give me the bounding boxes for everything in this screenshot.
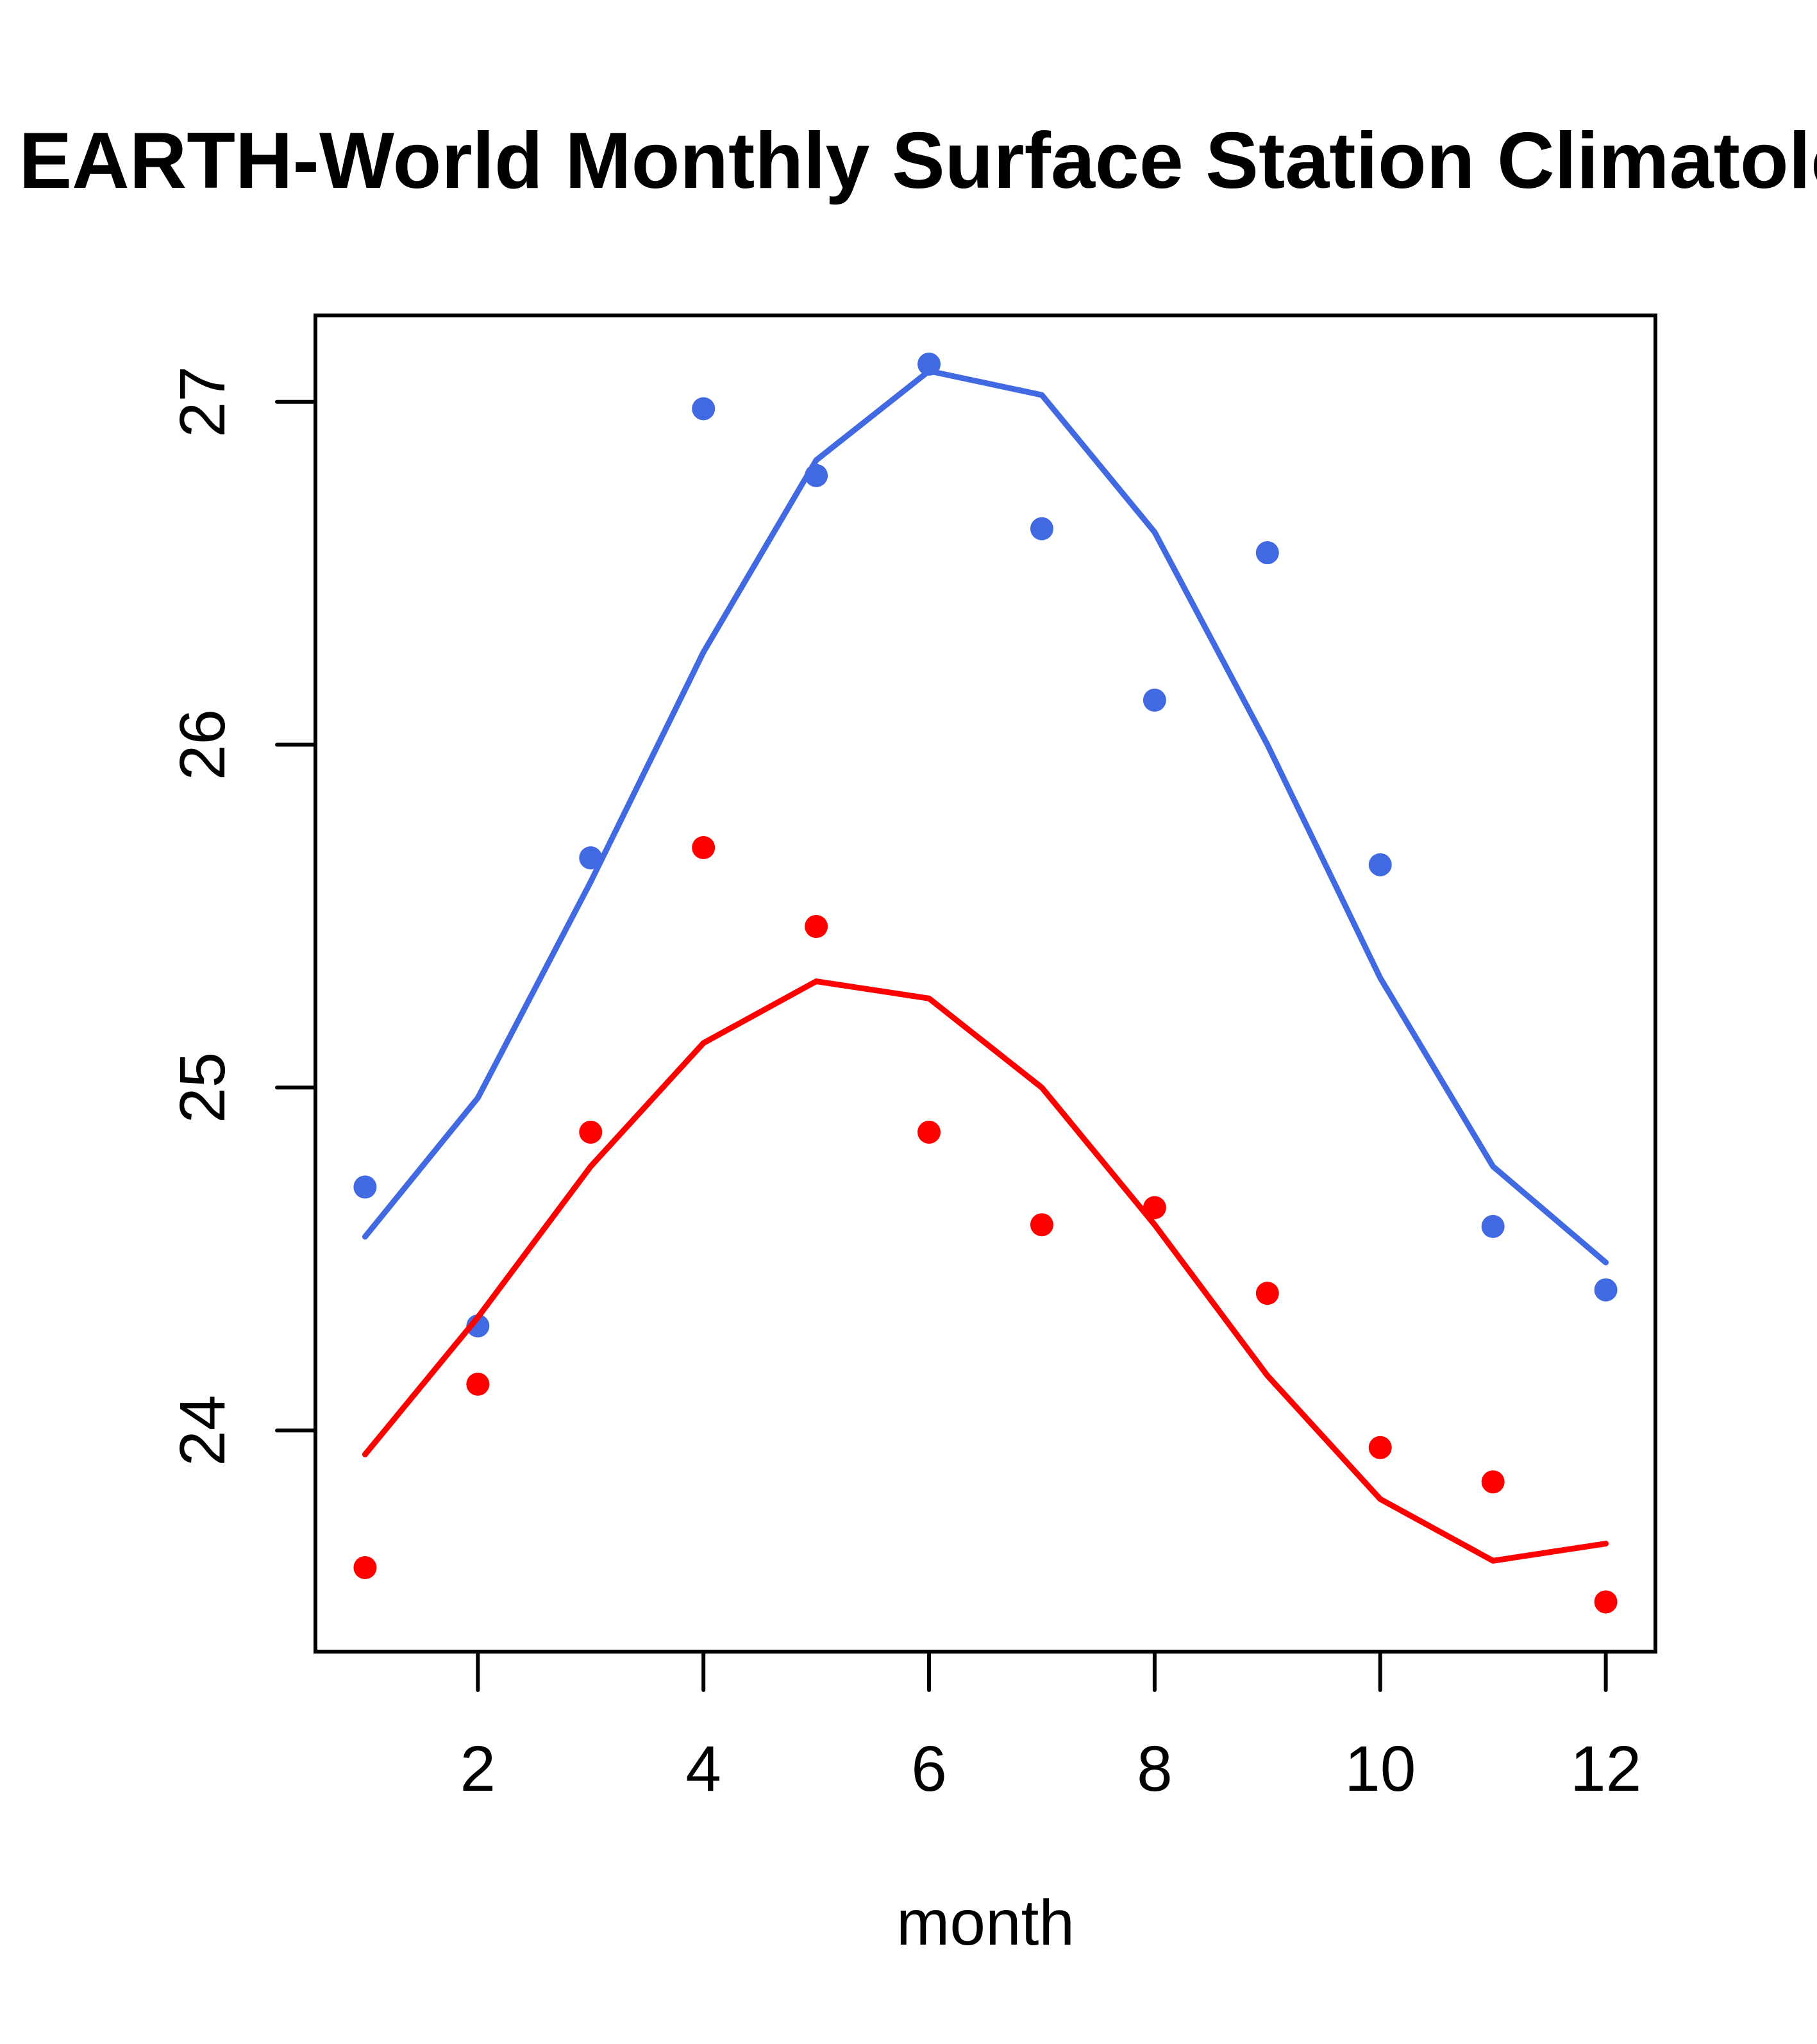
data-point-blue-points-month-10 (1368, 853, 1392, 876)
x-tick-label-6: 6 (911, 1733, 947, 1805)
data-point-blue-points-month-9 (1255, 541, 1279, 565)
data-point-blue-points-month-7 (1030, 517, 1053, 540)
data-point-red-points-month-5 (805, 914, 828, 938)
data-point-blue-points-month-4 (692, 397, 716, 421)
data-point-red-points-month-11 (1481, 1470, 1505, 1494)
x-tick-label-10: 10 (1344, 1733, 1416, 1805)
x-tick-label-2: 2 (460, 1733, 496, 1805)
data-point-red-points-month-1 (353, 1555, 377, 1579)
data-point-blue-points-month-1 (353, 1175, 377, 1199)
data-point-blue-points-month-12 (1594, 1278, 1618, 1302)
data-point-red-points-month-7 (1030, 1213, 1053, 1237)
x-tick-label-12: 12 (1570, 1733, 1641, 1805)
plot-frame (314, 314, 1657, 1654)
data-point-red-points-month-2 (466, 1372, 490, 1396)
data-point-red-points-month-3 (579, 1120, 603, 1144)
data-point-red-points-month-10 (1368, 1436, 1392, 1459)
x-axis: 2 4 6 8 10 12 (460, 1650, 1641, 1805)
y-tick-label-26: 26 (167, 709, 239, 780)
plot-area (353, 352, 1618, 1614)
series-line-blue-line (362, 368, 1609, 1266)
y-axis: 24 25 26 27 (167, 366, 317, 1466)
data-point-red-points-month-9 (1255, 1282, 1279, 1305)
series-line-red-line (362, 978, 1609, 1564)
y-tick-label-25: 25 (167, 1052, 239, 1123)
data-point-blue-points-month-8 (1143, 689, 1166, 712)
chart-title: EARTH-World Monthly Surface Station Clim… (19, 117, 1817, 205)
x-tick-label-8: 8 (1137, 1733, 1173, 1805)
x-axis-label: month (896, 1887, 1075, 1959)
y-tick-label-27: 27 (167, 366, 239, 437)
data-point-red-points-month-12 (1594, 1590, 1618, 1614)
data-point-red-points-month-6 (917, 1120, 941, 1144)
data-point-red-points-month-4 (692, 835, 716, 859)
data-point-blue-points-month-11 (1481, 1214, 1505, 1238)
x-tick-label-4: 4 (685, 1733, 721, 1805)
y-tick-label-24: 24 (167, 1395, 239, 1466)
